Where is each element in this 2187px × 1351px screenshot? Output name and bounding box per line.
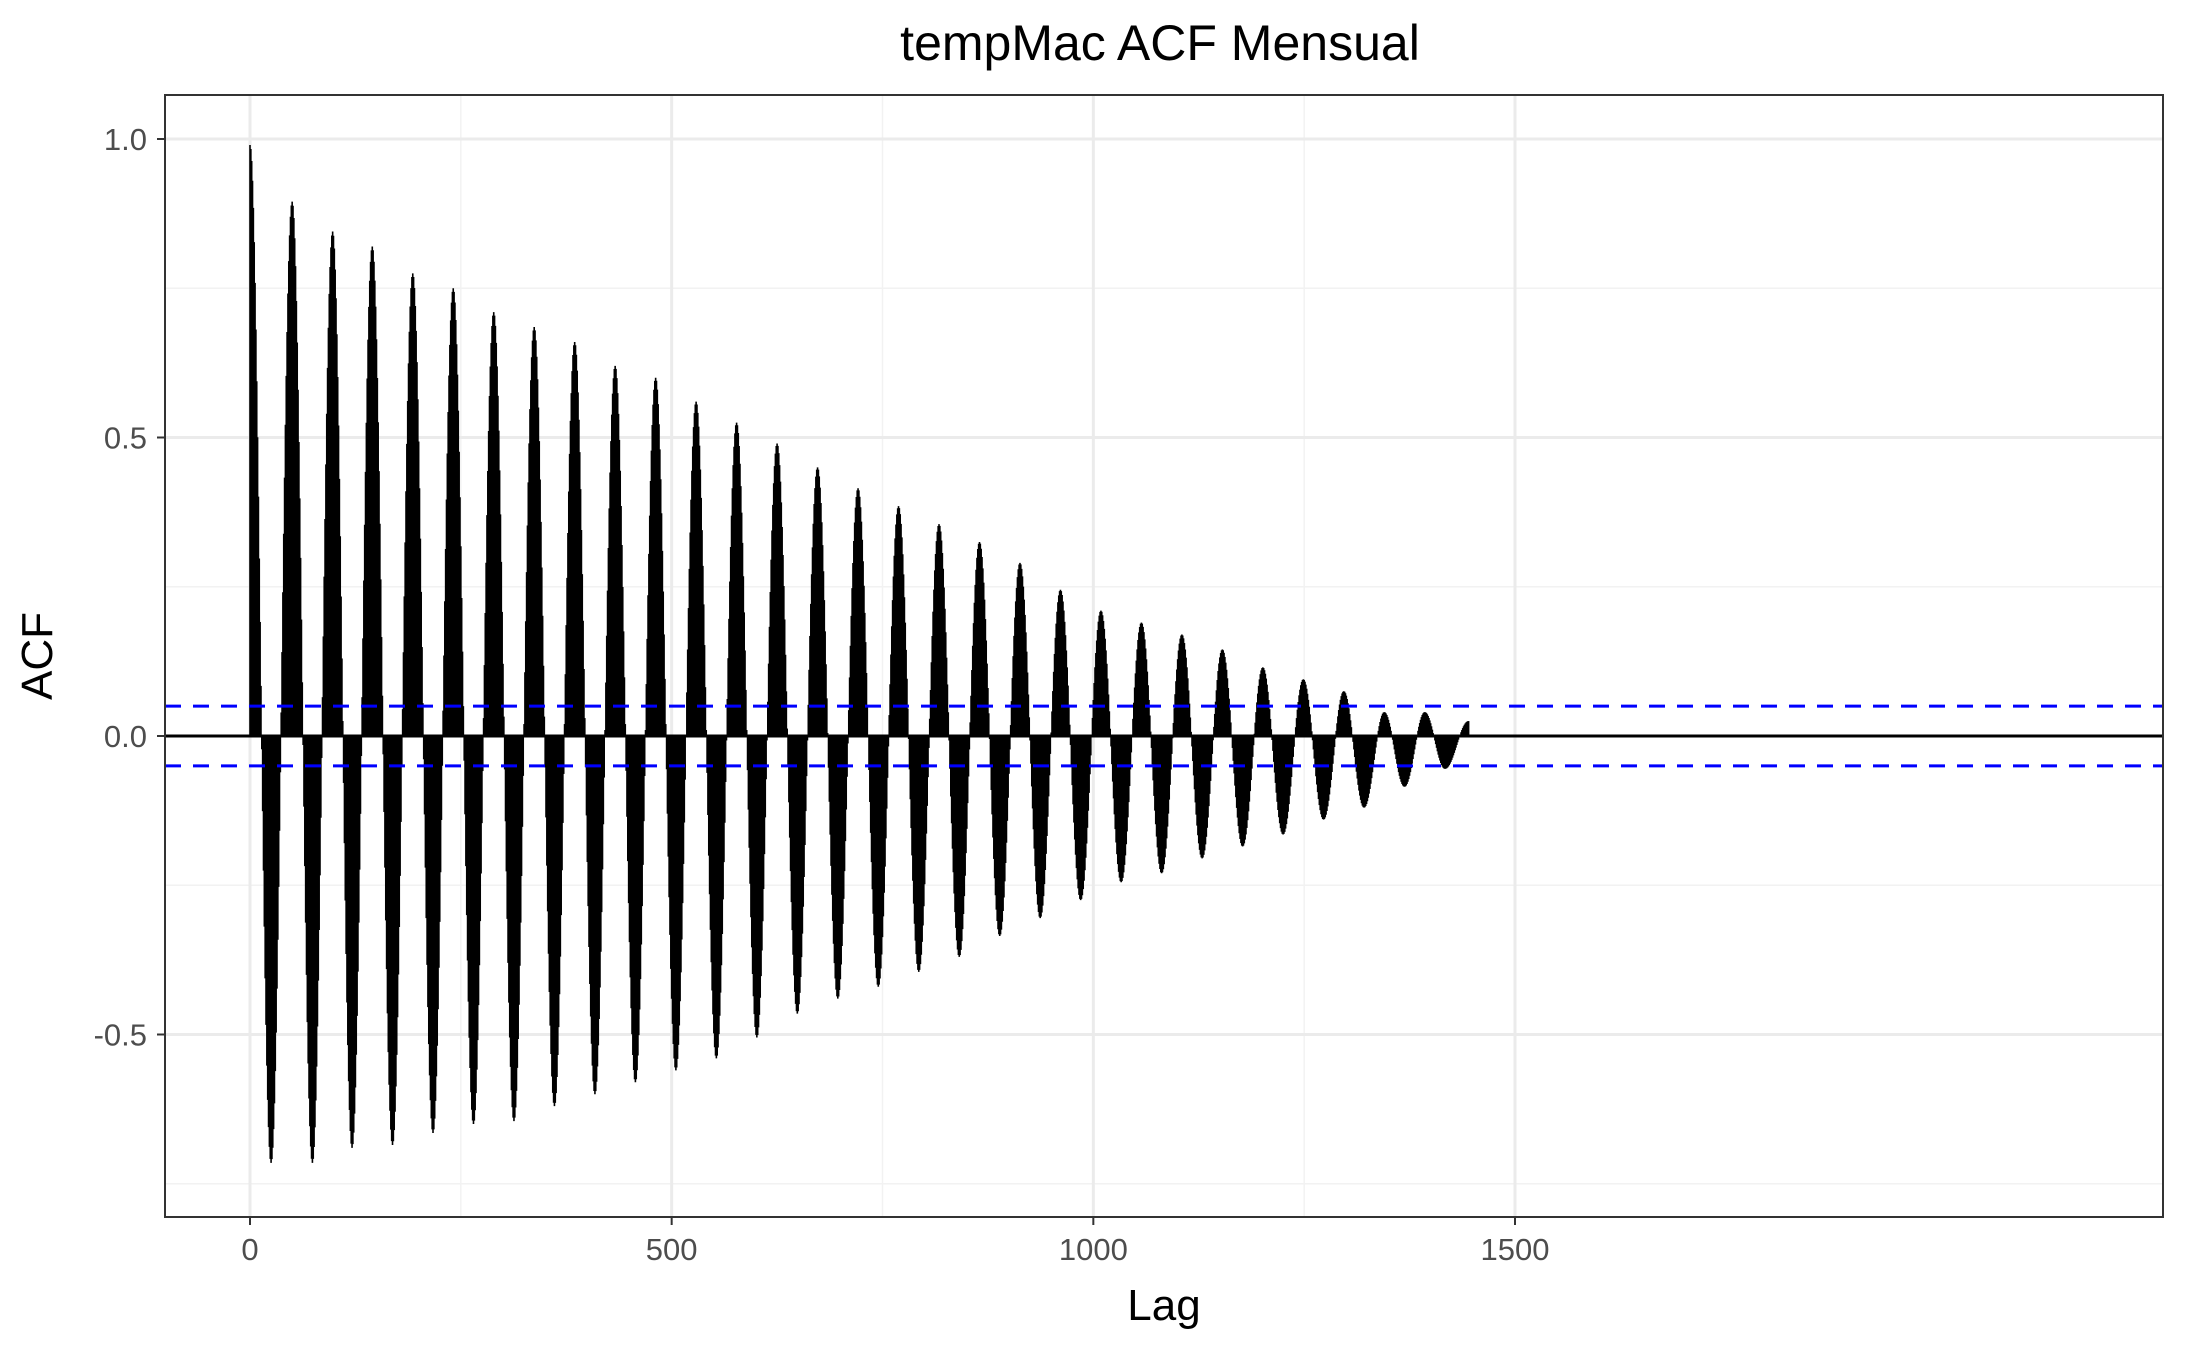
plot-background	[165, 95, 2163, 1217]
x-tick-label: 1500	[1481, 1232, 1550, 1267]
y-tick-label: 1.0	[104, 122, 147, 157]
x-tick-label: 1000	[1059, 1232, 1128, 1267]
x-axis-title: Lag	[1127, 1281, 1200, 1330]
y-tick-label: 0.5	[104, 421, 147, 456]
x-tick-label: 500	[646, 1232, 698, 1267]
y-axis-ticks: -0.5 0.0 0.5 1.0	[94, 122, 165, 1053]
plot-border	[164, 94, 2164, 1218]
y-tick-label: 0.0	[104, 719, 147, 754]
chart-title: tempMac ACF Mensual	[900, 15, 1420, 71]
x-tick-label: 0	[241, 1232, 258, 1267]
y-axis-title: ACF	[13, 612, 62, 700]
x-axis-ticks: 0 500 1000 1500	[241, 1217, 1549, 1267]
y-tick-label: -0.5	[94, 1018, 147, 1053]
